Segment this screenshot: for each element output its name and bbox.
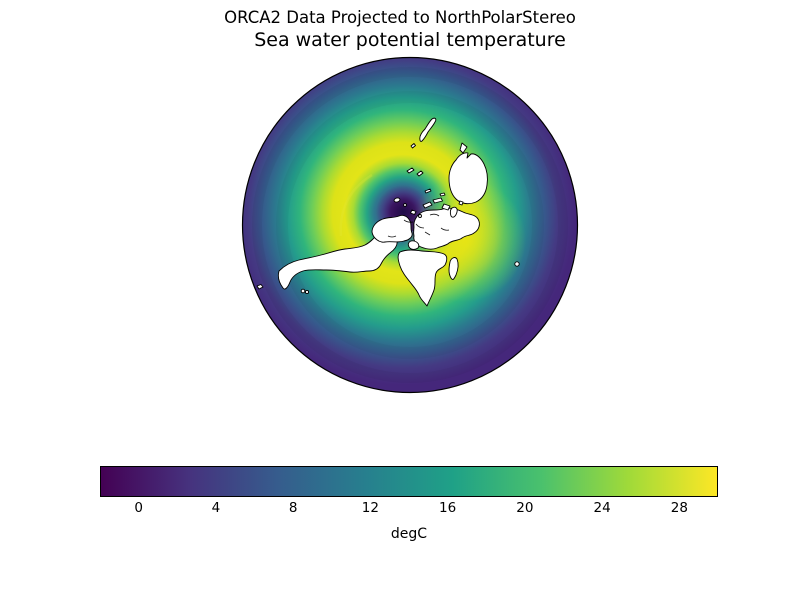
island-svalbard xyxy=(406,167,415,174)
grid-artifact-arc xyxy=(339,173,373,237)
coastline-details xyxy=(387,213,450,238)
island-svalbard xyxy=(416,170,424,177)
colorbar-tick-labels: 0 4 8 12 16 20 24 28 xyxy=(100,500,718,520)
landmass-africa xyxy=(397,249,448,307)
islet-strait xyxy=(410,209,417,215)
banding-ring xyxy=(252,67,568,383)
axes-title: Sea water potential temperature xyxy=(254,29,566,51)
colorbar-tick-label: 28 xyxy=(670,500,688,516)
islands-indonesia xyxy=(422,188,464,218)
colorbar-label: degC xyxy=(390,526,428,542)
colorbar-tick-label: 0 xyxy=(134,500,143,516)
colorbar-tick-label: 12 xyxy=(361,500,379,516)
colorbar-tick-label: 8 xyxy=(288,500,298,516)
landmasses xyxy=(256,117,520,307)
islet-strait xyxy=(418,214,422,218)
colorbar-tick-label: 24 xyxy=(593,500,611,516)
colorbar-tick-label: 20 xyxy=(516,500,534,516)
island-kerguelen xyxy=(514,261,520,267)
landmass-eurasia xyxy=(413,207,480,250)
colorbar-tick-label: 4 xyxy=(211,500,221,516)
island-falklands xyxy=(304,289,310,295)
island-new-zealand xyxy=(419,117,437,142)
island-iceland xyxy=(393,197,401,203)
landmass-greenland xyxy=(371,214,413,243)
landmass-australia xyxy=(448,152,488,205)
island-madagascar xyxy=(448,257,459,280)
islet xyxy=(403,203,407,207)
map-boundary-circle xyxy=(241,56,579,394)
figure-suptitle: ORCA2 Data Projected to NorthPolarStereo xyxy=(224,8,576,27)
colorbar-tick-label: 16 xyxy=(439,500,457,516)
island-falklands xyxy=(300,288,306,294)
island-south-georgia xyxy=(256,284,264,290)
landmass-iberia xyxy=(407,240,420,250)
colorbar-gradient xyxy=(100,466,718,497)
landmass-americas xyxy=(277,221,401,290)
island-tasmania xyxy=(459,142,468,154)
island-new-zealand-south xyxy=(410,143,416,149)
